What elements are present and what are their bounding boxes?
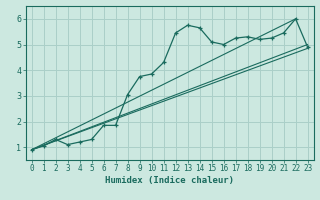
X-axis label: Humidex (Indice chaleur): Humidex (Indice chaleur) [105,176,234,185]
